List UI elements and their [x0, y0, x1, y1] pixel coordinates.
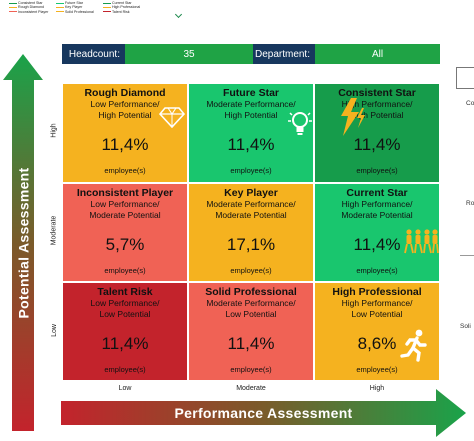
cell-percentage: 11,4%	[101, 135, 149, 154]
cell-title: Key Player	[224, 187, 278, 199]
cell-inconsistent-player[interactable]: Inconsistent Player Low Performance/ Mod…	[62, 183, 188, 282]
department-label: Department:	[253, 44, 315, 64]
cell-subtitle: Low Performance/	[90, 99, 160, 109]
cell-unit: employee(s)	[356, 166, 398, 175]
side-label-3: Soli	[460, 323, 471, 330]
lightbulb-icon	[288, 112, 312, 135]
department-filter[interactable]: All	[315, 44, 440, 64]
legend-item: High Professional	[103, 5, 140, 9]
cell-title: Talent Risk	[97, 286, 153, 298]
cell-title: Current Star	[346, 187, 408, 199]
legend-item: Key Player	[56, 5, 94, 9]
cursor-mark-icon	[174, 10, 183, 19]
cell-percentage: 11,4%	[101, 334, 149, 353]
cell-unit: employee(s)	[230, 166, 272, 175]
cell-subtitle: Low Potential	[351, 308, 403, 319]
side-divider	[460, 255, 474, 256]
cell-key-player[interactable]: Key Player Moderate Performance/ Moderat…	[188, 183, 314, 282]
legend-item: Future Star	[56, 1, 94, 5]
x-label-low: Low	[118, 385, 132, 392]
cell-title: High Professional	[332, 286, 422, 298]
cell-subtitle: High Potential	[350, 109, 404, 120]
cell-title: Rough Diamond	[84, 87, 166, 99]
cell-subtitle: Moderate Potential	[89, 209, 161, 220]
cell-subtitle: High Potential	[224, 109, 278, 120]
cell-solid-professional[interactable]: Solid Professional Moderate Performance/…	[188, 282, 314, 381]
performance-arrow-icon	[61, 389, 466, 437]
cell-subtitle: Moderate Performance/	[206, 99, 296, 109]
headcount-value[interactable]: 35	[125, 44, 253, 64]
cell-subtitle: Low Performance/	[90, 298, 160, 308]
legend-item: Consistent Star	[9, 1, 48, 5]
cell-unit: employee(s)	[104, 365, 146, 374]
cell-percentage: 5,7%	[105, 235, 145, 254]
team-icon	[404, 229, 439, 254]
cell-subtitle: Low Potential	[225, 308, 277, 319]
cell-title: Consistent Star	[338, 87, 416, 99]
cell-percentage: 11,4%	[353, 235, 401, 254]
y-label-moderate: Moderate	[50, 215, 58, 245]
x-label-moderate: Moderate	[236, 385, 266, 392]
cell-current-star[interactable]: Current Star High Performance/ Moderate …	[314, 183, 440, 282]
cell-subtitle: High Performance/	[341, 298, 413, 308]
cell-percentage: 11,4%	[227, 135, 275, 154]
cell-talent-risk[interactable]: Talent Risk Low Performance/ Low Potenti…	[62, 282, 188, 381]
cell-unit: employee(s)	[356, 266, 398, 275]
talent-matrix: Rough Diamond Low Performance/ High Pote…	[62, 83, 440, 381]
y-label-high: High	[50, 122, 58, 138]
legend-col-3: Current Star High Professional Talent Ri…	[103, 1, 140, 14]
cell-subtitle: High Performance/	[341, 199, 413, 209]
cell-high-professional[interactable]: High Professional High Performance/ Low …	[314, 282, 440, 381]
legend-item: Current Star	[103, 1, 140, 5]
cell-percentage: 11,4%	[353, 135, 401, 154]
cell-subtitle: Moderate Potential	[341, 209, 413, 220]
potential-arrow-icon	[3, 54, 43, 431]
cell-unit: employee(s)	[104, 266, 146, 275]
legend-col-2: Future Star Key Player Solid Professiona…	[56, 1, 94, 14]
legend-item: Inconsistent Player	[9, 10, 48, 14]
cell-subtitle: Moderate Performance/	[206, 298, 296, 308]
cell-title: Solid Professional	[205, 286, 297, 298]
cell-subtitle: Low Performance/	[90, 199, 160, 209]
cell-subtitle: Moderate Potential	[215, 209, 287, 220]
cell-future-star[interactable]: Future Star Moderate Performance/ High P…	[188, 83, 314, 183]
headcount-label: Headcount:	[62, 44, 125, 64]
runner-icon	[400, 329, 427, 362]
cell-percentage: 11,4%	[227, 334, 275, 353]
cell-subtitle: High Performance/	[341, 99, 413, 109]
cell-title: Future Star	[222, 87, 279, 99]
cell-title: Inconsistent Player	[76, 187, 174, 199]
potential-assessment-title: Potential Assessment	[15, 167, 32, 318]
cell-unit: employee(s)	[230, 365, 272, 374]
cell-percentage: 17,1%	[226, 235, 276, 254]
side-panel-edge[interactable]	[456, 67, 474, 89]
cell-unit: employee(s)	[356, 365, 398, 374]
cell-unit: employee(s)	[104, 166, 146, 175]
cell-rough-diamond[interactable]: Rough Diamond Low Performance/ High Pote…	[62, 83, 188, 183]
side-label-1: Co	[466, 100, 474, 107]
performance-assessment-title: Performance Assessment	[174, 405, 353, 421]
lightning-icon	[341, 98, 365, 136]
cell-consistent-star[interactable]: Consistent Star High Performance/ High P…	[314, 83, 440, 183]
legend-item: Solid Professional	[56, 10, 94, 14]
cell-subtitle: Low Potential	[99, 308, 151, 319]
cell-percentage: 8,6%	[357, 334, 397, 353]
x-label-high: High	[369, 385, 385, 392]
y-label-low: Low	[50, 323, 58, 337]
legend-col-1: Consistent Star Rough Diamond Inconsiste…	[9, 1, 48, 14]
diamond-icon	[159, 107, 185, 128]
cell-subtitle: High Potential	[98, 109, 152, 120]
cell-unit: employee(s)	[230, 266, 272, 275]
legend-item: Talent Risk	[103, 10, 140, 14]
side-label-2: Ro	[466, 200, 474, 207]
legend-item: Rough Diamond	[9, 5, 48, 9]
cell-subtitle: Moderate Performance/	[206, 199, 296, 209]
